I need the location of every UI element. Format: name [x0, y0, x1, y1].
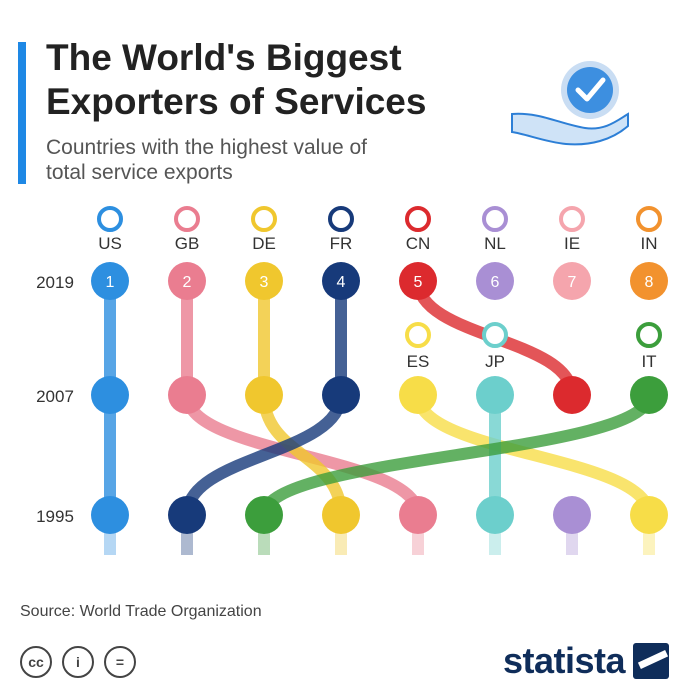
title-accent-bar — [18, 42, 26, 184]
node-ie-2019 — [553, 262, 591, 300]
node-nl-2019 — [476, 262, 514, 300]
node-fr-2019 — [322, 262, 360, 300]
flag-it-icon — [636, 322, 662, 348]
license-icons: cc i = — [20, 646, 136, 678]
rank-label-nl: 6 — [491, 274, 500, 291]
brand-logo-icon — [633, 643, 670, 679]
chart-title: The World's Biggest Exporters of Service… — [46, 37, 427, 122]
node-de-1995 — [322, 496, 360, 534]
chart-subtitle: Countries with the highest value of tota… — [46, 136, 368, 184]
country-label-nl: NL — [484, 234, 506, 253]
country-label-jp: JP — [485, 352, 505, 371]
flag-in-icon — [636, 206, 662, 232]
node-cn-2007 — [553, 376, 591, 414]
node-gb-2007 — [168, 376, 206, 414]
country-label-de: DE — [252, 234, 276, 253]
country-label-in: IN — [641, 234, 658, 253]
node-us-2007 — [91, 376, 129, 414]
flag-nl-icon — [482, 206, 508, 232]
node-es-2007 — [399, 376, 437, 414]
node-fr-2007 — [322, 376, 360, 414]
country-label-it: IT — [641, 352, 656, 371]
year-label-1995: 1995 — [36, 507, 74, 526]
node-us-1995 — [91, 496, 129, 534]
flag-fr-icon — [328, 206, 354, 232]
node-fr-1995 — [168, 496, 206, 534]
node-jp-2007 — [476, 376, 514, 414]
line-fr-1 — [181, 389, 347, 521]
node-us-2019 — [91, 262, 129, 300]
flag-jp-icon — [482, 322, 508, 348]
flag-cn-icon — [405, 206, 431, 232]
flag-us-icon — [97, 206, 123, 232]
node-it-2007 — [630, 376, 668, 414]
line-es-1 — [412, 389, 655, 521]
rank-label-de: 3 — [260, 274, 269, 291]
year-label-2007: 2007 — [36, 387, 74, 406]
rank-label-fr: 4 — [337, 274, 346, 291]
year-label-2019: 2019 — [36, 273, 74, 292]
node-gb-2019 — [168, 262, 206, 300]
rank-label-ie: 7 — [568, 274, 577, 291]
node-cn-2019 — [399, 262, 437, 300]
node-gb-1995 — [399, 496, 437, 534]
flag-es-icon — [405, 322, 431, 348]
line-it-1 — [258, 389, 655, 521]
node-nl-1995 — [553, 496, 591, 534]
line-de-1 — [258, 389, 347, 521]
flag-ie-icon — [559, 206, 585, 232]
node-es-1995 — [630, 496, 668, 534]
country-label-cn: CN — [406, 234, 431, 253]
country-label-es: ES — [407, 352, 430, 371]
node-in-2019 — [630, 262, 668, 300]
rank-label-in: 8 — [645, 274, 654, 291]
country-label-us: US — [98, 234, 122, 253]
flag-gb-icon — [174, 206, 200, 232]
country-label-ie: IE — [564, 234, 580, 253]
flag-de-icon — [251, 206, 277, 232]
node-jp-1995 — [476, 496, 514, 534]
rank-label-gb: 2 — [183, 274, 192, 291]
node-it-1995 — [245, 496, 283, 534]
country-label-gb: GB — [175, 234, 200, 253]
source-note: Source: World Trade Organization — [20, 603, 262, 620]
cc-icon: cc — [20, 646, 52, 678]
no-derivatives-icon: = — [104, 646, 136, 678]
country-label-fr: FR — [330, 234, 353, 253]
node-de-2007 — [245, 376, 283, 414]
brand: statista — [503, 640, 670, 682]
node-de-2019 — [245, 262, 283, 300]
hand-checkmark-icon — [511, 61, 629, 146]
rank-label-us: 1 — [106, 274, 115, 291]
attribution-icon: i — [62, 646, 94, 678]
brand-name: statista — [503, 640, 626, 681]
rank-label-cn: 5 — [414, 274, 423, 291]
